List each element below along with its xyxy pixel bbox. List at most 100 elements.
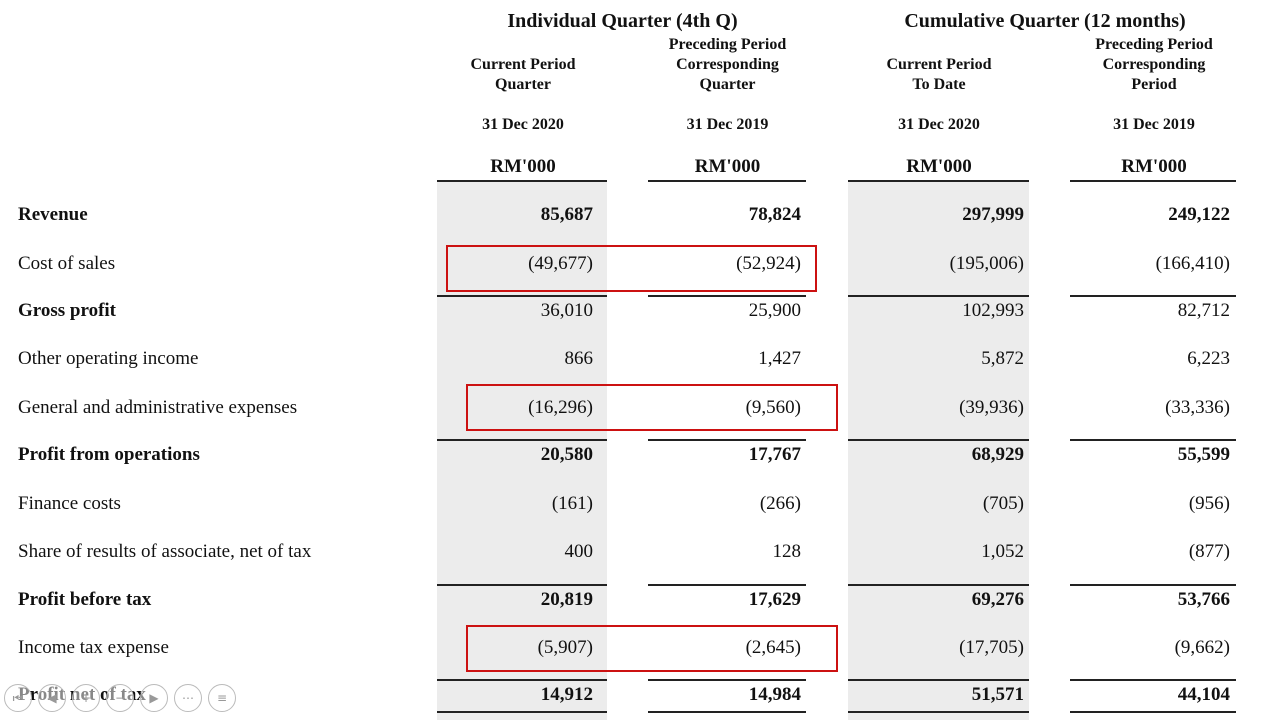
subtotal-rule xyxy=(648,679,806,681)
row-value: 1,052 xyxy=(981,541,1024,562)
header-rule-3 xyxy=(848,180,1029,182)
row-label: Profit before tax xyxy=(18,589,152,610)
total-double-rule xyxy=(437,711,607,713)
row-value: 1,427 xyxy=(758,348,801,369)
column-header-4: Preceding Period Corresponding Period xyxy=(1070,35,1238,95)
more-icon[interactable]: ⋯ xyxy=(174,684,202,712)
group-title-cumulative-quarter: Cumulative Quarter (12 months) xyxy=(904,10,1186,32)
column-header-2-line1: Preceding Period xyxy=(668,36,787,53)
column-date-1: 31 Dec 2020 xyxy=(482,116,564,133)
row-value: 14,984 xyxy=(748,684,801,705)
row-value: (33,336) xyxy=(1165,397,1230,418)
subtotal-rule xyxy=(648,584,806,586)
row-value: 68,929 xyxy=(971,444,1024,465)
menu-icon[interactable]: ≡ xyxy=(208,684,236,712)
column-header-2-line3: Quarter xyxy=(699,76,756,93)
row-label: Finance costs xyxy=(18,493,121,514)
row-value: 128 xyxy=(772,541,802,562)
subtotal-rule xyxy=(437,584,607,586)
column-header-3-line2: Current Period xyxy=(886,56,992,73)
row-value: 102,993 xyxy=(962,300,1024,321)
subtotal-rule xyxy=(648,439,806,441)
zoom-out-icon[interactable]: − xyxy=(106,684,134,712)
subtotal-rule xyxy=(1070,439,1236,441)
row-label: Profit from operations xyxy=(18,444,200,465)
column-header-2-line2: Corresponding xyxy=(676,56,779,73)
row-value: 400 xyxy=(564,541,594,562)
row-value: 78,824 xyxy=(748,204,801,225)
row-value: 20,819 xyxy=(540,589,593,610)
total-double-rule xyxy=(1070,711,1236,713)
row-label: Other operating income xyxy=(18,348,199,369)
header-rule-4 xyxy=(1070,180,1236,182)
row-value: 6,223 xyxy=(1187,348,1230,369)
row-value: (161) xyxy=(551,493,593,514)
row-value: (266) xyxy=(759,493,801,514)
column-date-2: 31 Dec 2019 xyxy=(686,116,769,133)
previous-icon[interactable]: ◀ xyxy=(38,684,66,712)
column-header-1: Current Period Quarter xyxy=(438,35,608,95)
row-value: 297,999 xyxy=(962,204,1024,225)
row-value: 69,276 xyxy=(971,589,1024,610)
column-header-4-line1: Preceding Period xyxy=(1095,36,1213,53)
row-value: 14,912 xyxy=(540,684,593,705)
subtotal-rule xyxy=(437,439,607,441)
header-rule-2 xyxy=(648,180,806,182)
column-header-2: Preceding Period Corresponding Quarter xyxy=(645,35,810,95)
row-value: (2,645) xyxy=(745,637,801,658)
row-value: 17,767 xyxy=(748,444,801,465)
row-value: 36,010 xyxy=(540,300,593,321)
group-title-individual-quarter: Individual Quarter (4th Q) xyxy=(507,10,738,32)
row-label: Gross profit xyxy=(18,300,116,321)
row-value: 44,104 xyxy=(1177,684,1230,705)
row-label: Cost of sales xyxy=(18,253,116,274)
row-label: Income tax expense xyxy=(18,637,169,658)
subtotal-rule xyxy=(848,439,1029,441)
subtotal-rule xyxy=(437,679,607,681)
zoom-in-icon[interactable]: + xyxy=(72,684,100,712)
subtotal-rule xyxy=(1070,679,1236,681)
row-value: (166,410) xyxy=(1155,253,1230,274)
column-header-1-line2: Current Period xyxy=(470,56,576,73)
column-unit-2: RM'000 xyxy=(694,156,761,177)
column-header-3-line3: To Date xyxy=(912,76,966,93)
subtotal-rule xyxy=(848,295,1029,297)
column-header-3: Current Period To Date xyxy=(848,35,1030,95)
column-header-1-line1 xyxy=(438,35,608,55)
column-header-4-line2: Corresponding xyxy=(1102,56,1206,73)
subtotal-rule xyxy=(1070,295,1236,297)
first-page-icon[interactable]: ⏮ xyxy=(4,684,32,712)
row-value: 82,712 xyxy=(1177,300,1230,321)
column-unit-4: RM'000 xyxy=(1121,156,1187,177)
subtotal-rule xyxy=(648,295,806,297)
highlight-box-income-tax-expense xyxy=(466,625,838,672)
column-unit-3: RM'000 xyxy=(906,156,972,177)
shaded-column-q4-2020 xyxy=(437,182,607,720)
row-value: 53,766 xyxy=(1177,589,1230,610)
row-value: (9,662) xyxy=(1174,637,1230,658)
row-value: 249,122 xyxy=(1168,204,1230,225)
row-value: (705) xyxy=(982,493,1024,514)
row-value: 25,900 xyxy=(748,300,801,321)
viewer-toolbar: ⏮ ◀ + − ▶ ⋯ ≡ xyxy=(4,684,236,712)
column-date-3: 31 Dec 2020 xyxy=(898,116,980,133)
next-icon[interactable]: ▶ xyxy=(140,684,168,712)
total-double-rule xyxy=(648,711,806,713)
row-value: 51,571 xyxy=(971,684,1024,705)
subtotal-rule xyxy=(848,679,1029,681)
row-value: (52,924) xyxy=(736,253,801,274)
column-date-4: 31 Dec 2019 xyxy=(1113,116,1195,133)
row-value: (195,006) xyxy=(949,253,1024,274)
row-value: (17,705) xyxy=(959,637,1024,658)
row-label: General and administrative expenses xyxy=(18,397,298,418)
subtotal-rule xyxy=(1070,584,1236,586)
column-header-4-line3: Period xyxy=(1131,76,1177,93)
row-value: (877) xyxy=(1188,541,1230,562)
row-value: 866 xyxy=(564,348,594,369)
shaded-column-ytd-2020 xyxy=(848,182,1029,720)
total-double-rule xyxy=(848,711,1029,713)
row-label: Revenue xyxy=(18,204,88,225)
header-rule-1 xyxy=(437,180,607,182)
row-value: (5,907) xyxy=(537,637,593,658)
row-value: (39,936) xyxy=(959,397,1024,418)
